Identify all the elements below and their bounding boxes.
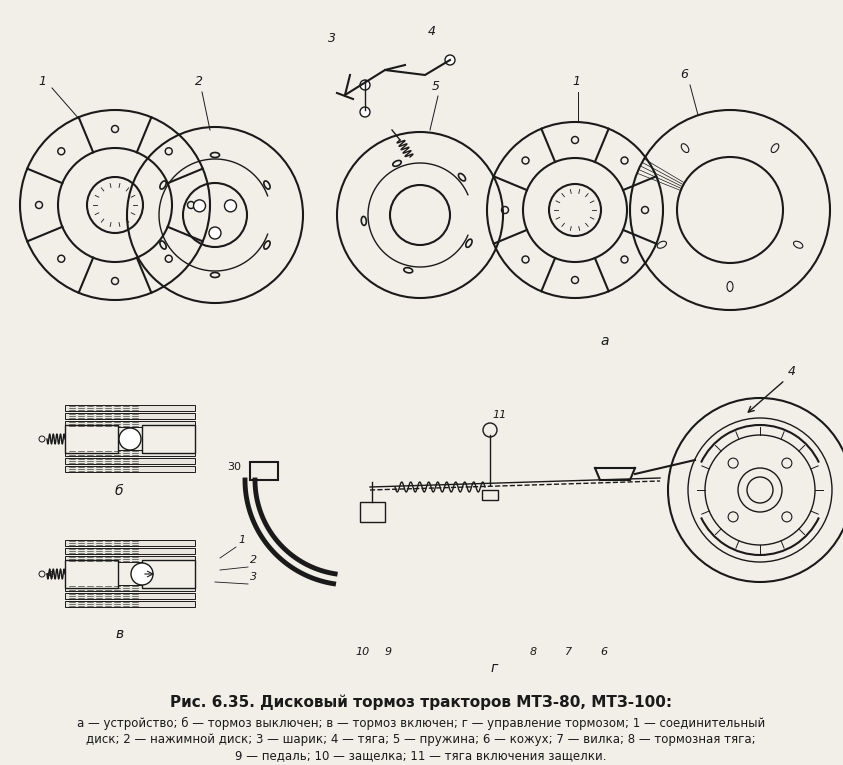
Text: 1: 1 [38, 75, 46, 88]
Bar [65, 585, 195, 591]
Circle shape [224, 200, 237, 212]
Text: 10: 10 [355, 647, 369, 657]
Circle shape [445, 55, 455, 65]
Text: 6: 6 [600, 647, 607, 657]
Text: 6: 6 [680, 68, 688, 81]
Bar [360, 502, 385, 522]
Bar [65, 458, 195, 464]
Bar [65, 421, 195, 427]
Text: 1: 1 [572, 75, 580, 88]
Circle shape [360, 80, 370, 90]
Text: 11: 11 [492, 410, 507, 420]
Bar [482, 490, 498, 500]
Text: 7: 7 [565, 647, 572, 657]
Text: 3: 3 [250, 572, 257, 582]
Text: 5: 5 [432, 80, 440, 93]
Text: диск; 2 — нажимной диск; 3 — шарик; 4 — тяга; 5 — пружина; 6 — кожух; 7 — вилка;: диск; 2 — нажимной диск; 3 — шарик; 4 — … [86, 733, 756, 746]
Text: 9: 9 [385, 647, 392, 657]
Text: Рис. 6.35. Дисковый тормоз тракторов МТЗ-80, МТЗ-100:: Рис. 6.35. Дисковый тормоз тракторов МТЗ… [170, 695, 672, 711]
Bar [65, 540, 195, 546]
Bar [65, 601, 195, 607]
Text: 2: 2 [195, 75, 203, 88]
Text: 3: 3 [328, 32, 336, 45]
Circle shape [39, 436, 45, 442]
Circle shape [39, 571, 45, 577]
Text: 9 — педаль; 10 — защелка; 11 — тяга включения защелки.: 9 — педаль; 10 — защелка; 11 — тяга вклю… [235, 749, 607, 762]
Circle shape [131, 563, 153, 585]
Bar [142, 425, 195, 453]
Text: б: б [115, 484, 124, 498]
Text: 4: 4 [428, 25, 436, 38]
Text: 1: 1 [238, 535, 245, 545]
Bar [65, 413, 195, 419]
Text: 4: 4 [788, 365, 796, 378]
Text: 30: 30 [227, 462, 241, 472]
Bar [65, 425, 118, 453]
Bar [65, 556, 195, 562]
Bar [65, 560, 118, 588]
Circle shape [119, 428, 141, 450]
Circle shape [668, 398, 843, 582]
Text: 8: 8 [530, 647, 537, 657]
Text: а — устройство; б — тормоз выключен; в — тормоз включен; г — управление тормозом: а — устройство; б — тормоз выключен; в —… [77, 717, 765, 730]
Bar [65, 466, 195, 472]
Bar [65, 450, 195, 456]
Bar [65, 548, 195, 554]
Circle shape [360, 107, 370, 117]
Circle shape [194, 200, 206, 212]
Text: в: в [115, 627, 123, 641]
Text: 2: 2 [250, 555, 257, 565]
Bar [250, 462, 278, 480]
Circle shape [209, 227, 221, 239]
Text: а: а [600, 334, 609, 348]
Bar [142, 560, 195, 588]
Bar [65, 593, 195, 599]
Text: г: г [490, 661, 497, 675]
Bar [65, 405, 195, 411]
